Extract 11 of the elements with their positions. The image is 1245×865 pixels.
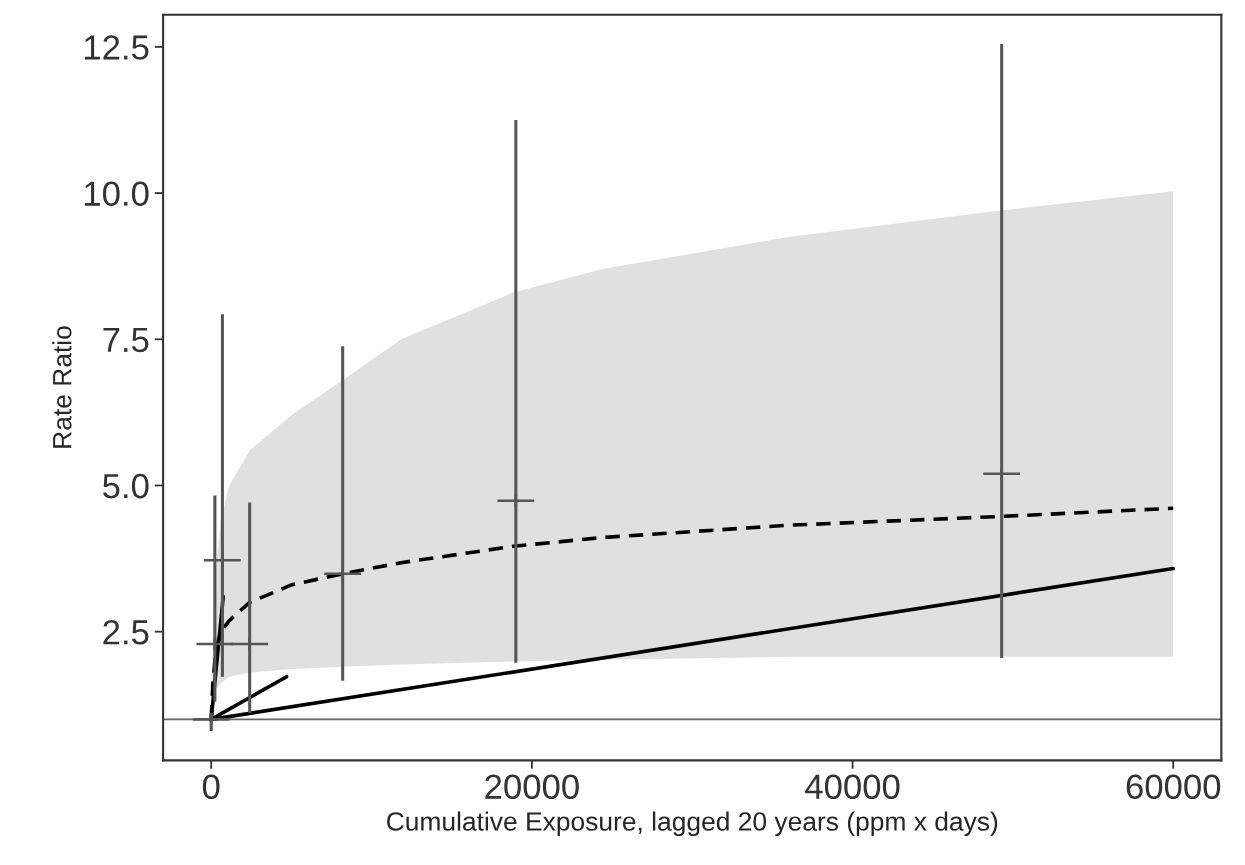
y-axis-title: Rate Ratio bbox=[52, 326, 72, 448]
y-tick-label: 7.5 bbox=[103, 327, 149, 353]
x-tick-label: 60000 bbox=[1126, 774, 1221, 800]
x-tick-label: 0 bbox=[202, 774, 220, 800]
y-tick-label: 12.5 bbox=[84, 35, 149, 60]
y-tick-label: 2.5 bbox=[103, 620, 149, 645]
x-tick-label: 40000 bbox=[805, 774, 900, 800]
y-tick-label: 10.0 bbox=[84, 181, 149, 206]
x-axis-title: Cumulative Exposure, lagged 20 years (ppm x days) bbox=[387, 811, 998, 837]
x-tick-label: 20000 bbox=[485, 774, 579, 800]
y-tick-label: 5.0 bbox=[103, 473, 149, 499]
